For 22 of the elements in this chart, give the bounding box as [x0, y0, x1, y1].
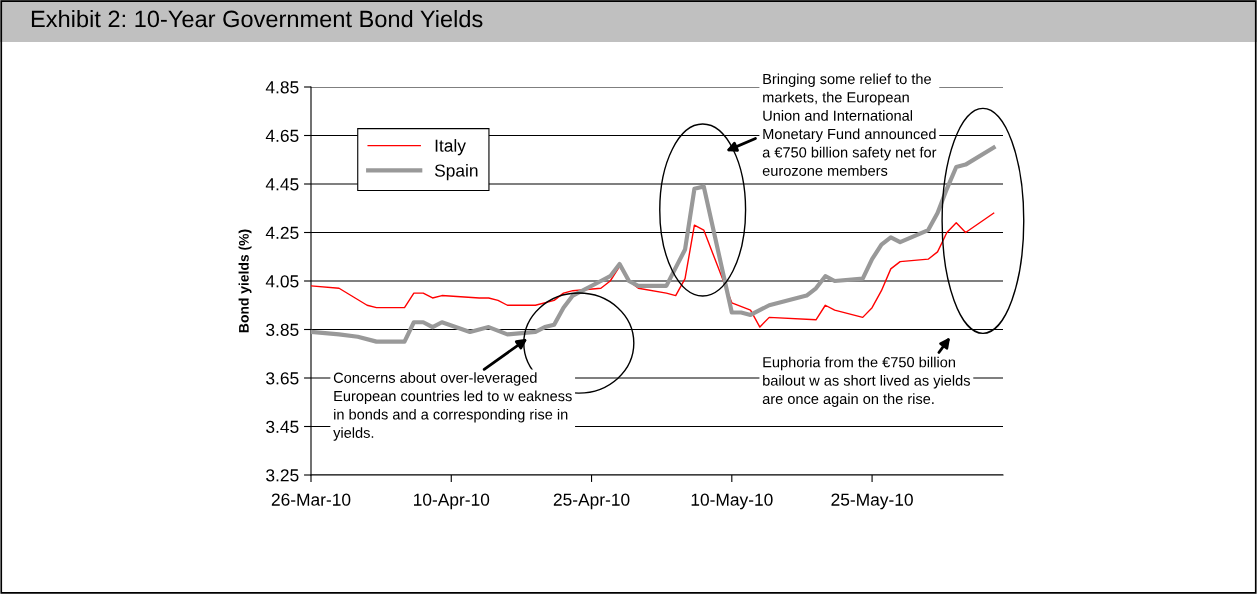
annotation: Bringing some relief to the markets, the European Union and International Monetary Fund announced a €750 billion safety net for eurozone members [762, 73, 937, 176]
y-tick-label: 3.25 [266, 469, 299, 482]
x-tick-label: 26-Mar-10 [271, 493, 351, 506]
x-tick-label: 25-Apr-10 [553, 493, 630, 510]
line-series [311, 212, 995, 328]
y-tick-label: 4.05 [265, 275, 299, 288]
annotation: Concerns about over-leveraged European countries led to w eakness in bonds and a corresponding rise in yields. [333, 372, 572, 441]
annotation: Euphoria from the €750 billion bailout w as short lived as yields are once again on the rise. [762, 356, 970, 407]
x-tick-label: 25-May-10 [831, 493, 913, 510]
legend-label: Spain [434, 163, 478, 181]
y-axis-title: Bond yields (%) [238, 229, 252, 333]
y-tick-label: 3.45 [266, 420, 299, 433]
y-tick-label: 3.65 [266, 372, 299, 385]
y-tick-label: 4.25 [265, 226, 299, 239]
y-tick-label: 3.85 [266, 323, 299, 336]
x-tick-label: 10-May-10 [691, 493, 773, 510]
chart-title: Exhibit 2: 10-Year Government Bond Yields [31, 10, 483, 28]
y-tick-label: 4.65 [265, 129, 299, 142]
legend-label: Italy [435, 139, 466, 156]
y-tick-label: 4.85 [265, 81, 299, 94]
y-tick-label: 4.45 [265, 178, 299, 191]
x-tick-label: 10-Apr-10 [414, 493, 490, 510]
